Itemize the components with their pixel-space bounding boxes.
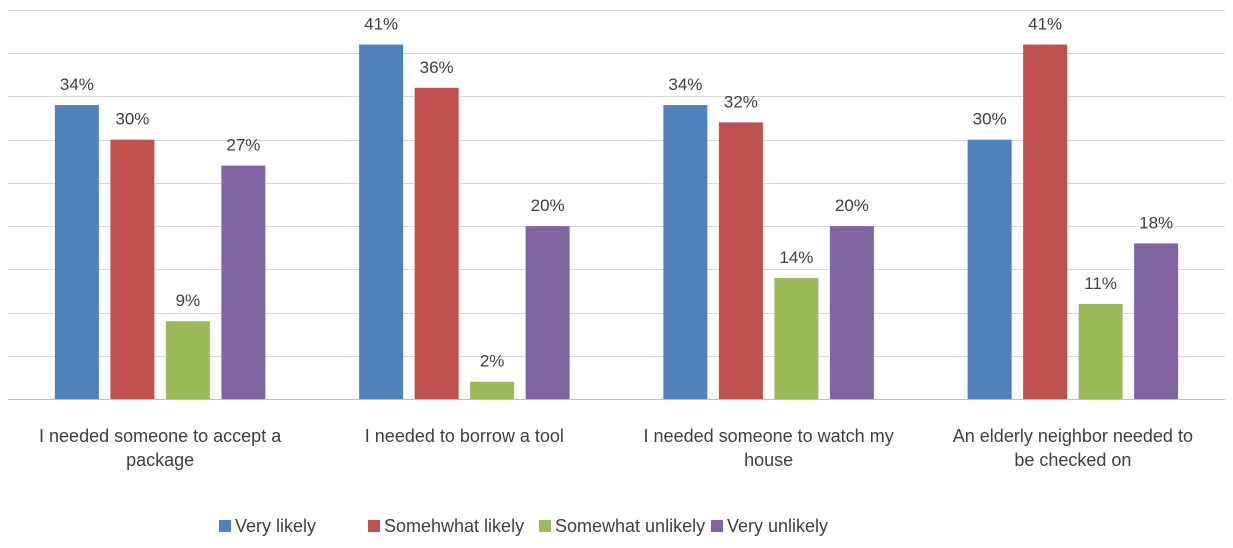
legend-swatch: [539, 520, 551, 532]
data-label: 27%: [226, 136, 260, 155]
data-label: 20%: [835, 196, 869, 215]
legend-swatch: [368, 520, 380, 532]
legend-label: Very likely: [235, 516, 316, 536]
data-labels: 34% 30% 9% 27% 41% 36% 2% 20% 34% 32% 14% 20% 30% 41%…: [60, 15, 1173, 371]
legend-label: Somehwhat likely: [384, 516, 524, 536]
data-label: 2%: [480, 352, 505, 371]
bar-somehwhat-likely: [718, 122, 763, 399]
bar-somewhat-unlikely: [470, 381, 515, 399]
legend-label: Somewhat unlikely: [555, 516, 705, 536]
data-label: 30%: [973, 110, 1007, 129]
bar-very-likely: [967, 139, 1012, 399]
data-label: 36%: [420, 58, 454, 77]
category-label: I needed someone to watch my house: [644, 426, 894, 470]
legend-label: Very unlikely: [727, 516, 828, 536]
data-label: 41%: [364, 15, 398, 34]
data-label: 9%: [176, 291, 201, 310]
legend: Very likely Somehwhat likely Somewhat unli…: [219, 516, 828, 536]
category-label: An elderly neighbor needed to be checked …: [953, 426, 1193, 470]
data-label: 30%: [115, 110, 149, 129]
gridlines: [8, 10, 1225, 357]
bar-somewhat-unlikely: [1078, 303, 1123, 399]
bar-somehwhat-likely: [1023, 44, 1068, 399]
legend-swatch: [219, 520, 231, 532]
data-label: 14%: [779, 248, 813, 267]
bar-very-unlikely: [525, 226, 570, 399]
bar-somewhat-unlikely: [165, 321, 210, 399]
bar-somehwhat-likely: [110, 139, 155, 399]
data-label: 18%: [1139, 213, 1173, 232]
data-label: 34%: [60, 75, 94, 94]
category-label: I needed someone to accept a package: [39, 426, 282, 470]
bar-somewhat-unlikely: [774, 277, 819, 399]
bar-very-likely: [663, 105, 708, 399]
bar-very-unlikely: [829, 226, 874, 399]
bars: [54, 44, 1179, 400]
bar-very-unlikely: [221, 165, 266, 399]
category-labels: I needed someone to accept a package I nee…: [39, 426, 1193, 470]
data-label: 34%: [668, 75, 702, 94]
data-label: 11%: [1084, 274, 1117, 293]
bar-very-likely: [54, 105, 99, 399]
bar-very-unlikely: [1134, 243, 1179, 399]
data-label: 32%: [724, 92, 758, 111]
legend-swatch: [711, 520, 723, 532]
data-label: 20%: [531, 196, 565, 215]
data-label: 41%: [1028, 15, 1062, 34]
bar-very-likely: [359, 44, 404, 399]
category-label: I needed to borrow a tool: [365, 426, 564, 446]
bar-somehwhat-likely: [414, 87, 459, 400]
